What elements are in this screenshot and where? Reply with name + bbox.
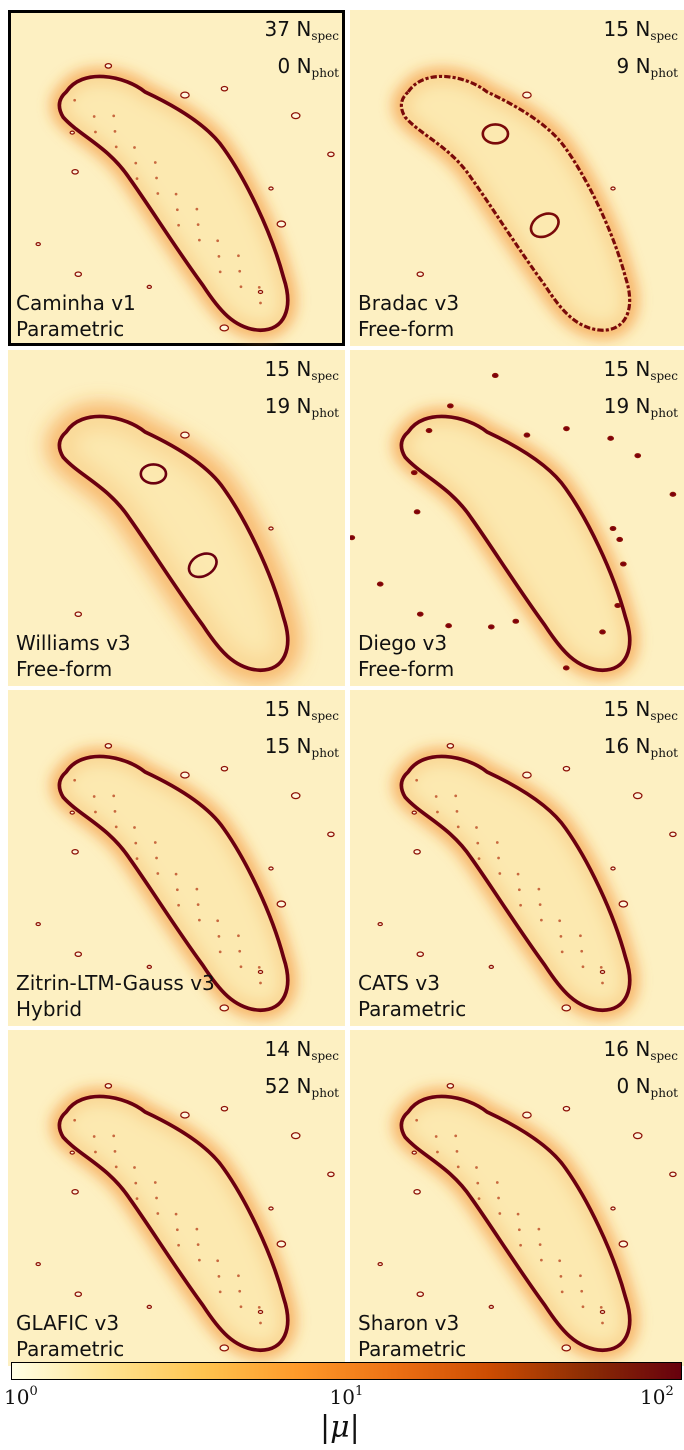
magnification-map [350,372,677,680]
n-spec-value: 15 N [603,357,651,381]
model-type: Free-form [358,317,455,341]
colorbar-label: |μ| [320,1410,360,1445]
n-phot-value: 0 N [277,54,312,78]
model-type: Hybrid [16,997,83,1021]
n-phot-value: 15 N [264,734,312,758]
model-type: Parametric [16,1337,125,1361]
colorbar-tick-label: 101 [329,1384,364,1409]
n-phot-value: 19 N [603,394,651,418]
image-counts: 15 Nspec 19 Nphot [264,357,339,420]
n-phot-value: 0 N [616,1074,651,1098]
magnification-map [377,743,677,1020]
magnification-map [35,63,335,340]
image-counts: 16 Nspec 0 Nphot [603,1037,678,1100]
n-phot-value: 52 N [264,1074,312,1098]
magnification-map [391,67,640,340]
model-label: Williams v3 Free-form [16,630,131,682]
model-label: Sharon v3 Parametric [358,1310,466,1362]
model-name: Bradac v3 [358,291,460,315]
colorbar [11,1362,682,1380]
image-counts: 14 Nspec 52 Nphot [264,1037,339,1100]
n-spec-value: 37 N [264,17,312,41]
model-name: Caminha v1 [16,291,136,315]
model-name: GLAFIC v3 [16,1311,120,1335]
panel-caminha-v1: 37 Nspec 0 Nphot Caminha v1 Parametric [8,10,345,346]
n-phot-value: 16 N [603,734,651,758]
panel-glafic-v3: 14 Nspec 52 Nphot GLAFIC v3 Parametric [8,1030,345,1366]
panel-williams-v3: 15 Nspec 19 Nphot Williams v3 Free-form [8,350,345,686]
panel-diego-v3: 15 Nspec 19 Nphot Diego v3 Free-form [350,350,684,686]
model-type: Free-form [358,657,455,681]
model-label: Diego v3 Free-form [358,630,454,682]
n-spec-value: 15 N [603,697,651,721]
model-label: GLAFIC v3 Parametric [16,1310,124,1362]
colorbar-tick-label: 100 [4,1384,38,1409]
model-type: Parametric [16,317,125,341]
n-spec-value: 15 N [264,697,312,721]
n-spec-value: 14 N [264,1037,312,1061]
panel-cats-v3: 15 Nspec 16 Nphot CATS v3 Parametric [350,690,684,1026]
model-label: Bradac v3 Free-form [358,290,459,342]
image-counts: 15 Nspec 9 Nphot [603,17,678,80]
n-phot-value: 9 N [616,54,651,78]
magnification-map [35,1083,335,1360]
model-name: Williams v3 [16,631,131,655]
model-name: Diego v3 [358,631,448,655]
magnification-map [45,402,302,684]
model-label: Caminha v1 Parametric [16,290,136,342]
image-counts: 15 Nspec 16 Nphot [603,697,678,760]
magnification-map [377,1083,677,1360]
model-type: Free-form [16,657,113,681]
panel-sharon-v3: 16 Nspec 0 Nphot Sharon v3 Parametric [350,1030,684,1366]
image-counts: 37 Nspec 0 Nphot [264,17,339,80]
image-counts: 15 Nspec 19 Nphot [603,357,678,420]
model-type: Parametric [358,997,467,1021]
model-label: Zitrin-LTM-Gauss v3 Hybrid [16,970,215,1022]
n-phot-value: 19 N [264,394,312,418]
magnification-map-grid: 37 Nspec 0 Nphot Caminha v1 Parametric 15 Ns… [8,10,684,1366]
model-name: Zitrin-LTM-Gauss v3 [16,971,215,995]
model-label: CATS v3 Parametric [358,970,466,1022]
n-spec-value: 16 N [603,1037,651,1061]
panel-bradac-v3: 15 Nspec 9 Nphot Bradac v3 Free-form [350,10,684,346]
magnification-map [35,743,335,1020]
image-counts: 15 Nspec 15 Nphot [264,697,339,760]
panel-zitrin-ltm-gauss-v3: 15 Nspec 15 Nphot Zitrin-LTM-Gauss v3 Hybri… [8,690,345,1026]
model-name: CATS v3 [358,971,440,995]
colorbar-tick-label: 102 [640,1384,674,1409]
n-spec-value: 15 N [264,357,312,381]
model-type: Parametric [358,1337,467,1361]
model-name: Sharon v3 [358,1311,460,1335]
n-spec-value: 15 N [603,17,651,41]
